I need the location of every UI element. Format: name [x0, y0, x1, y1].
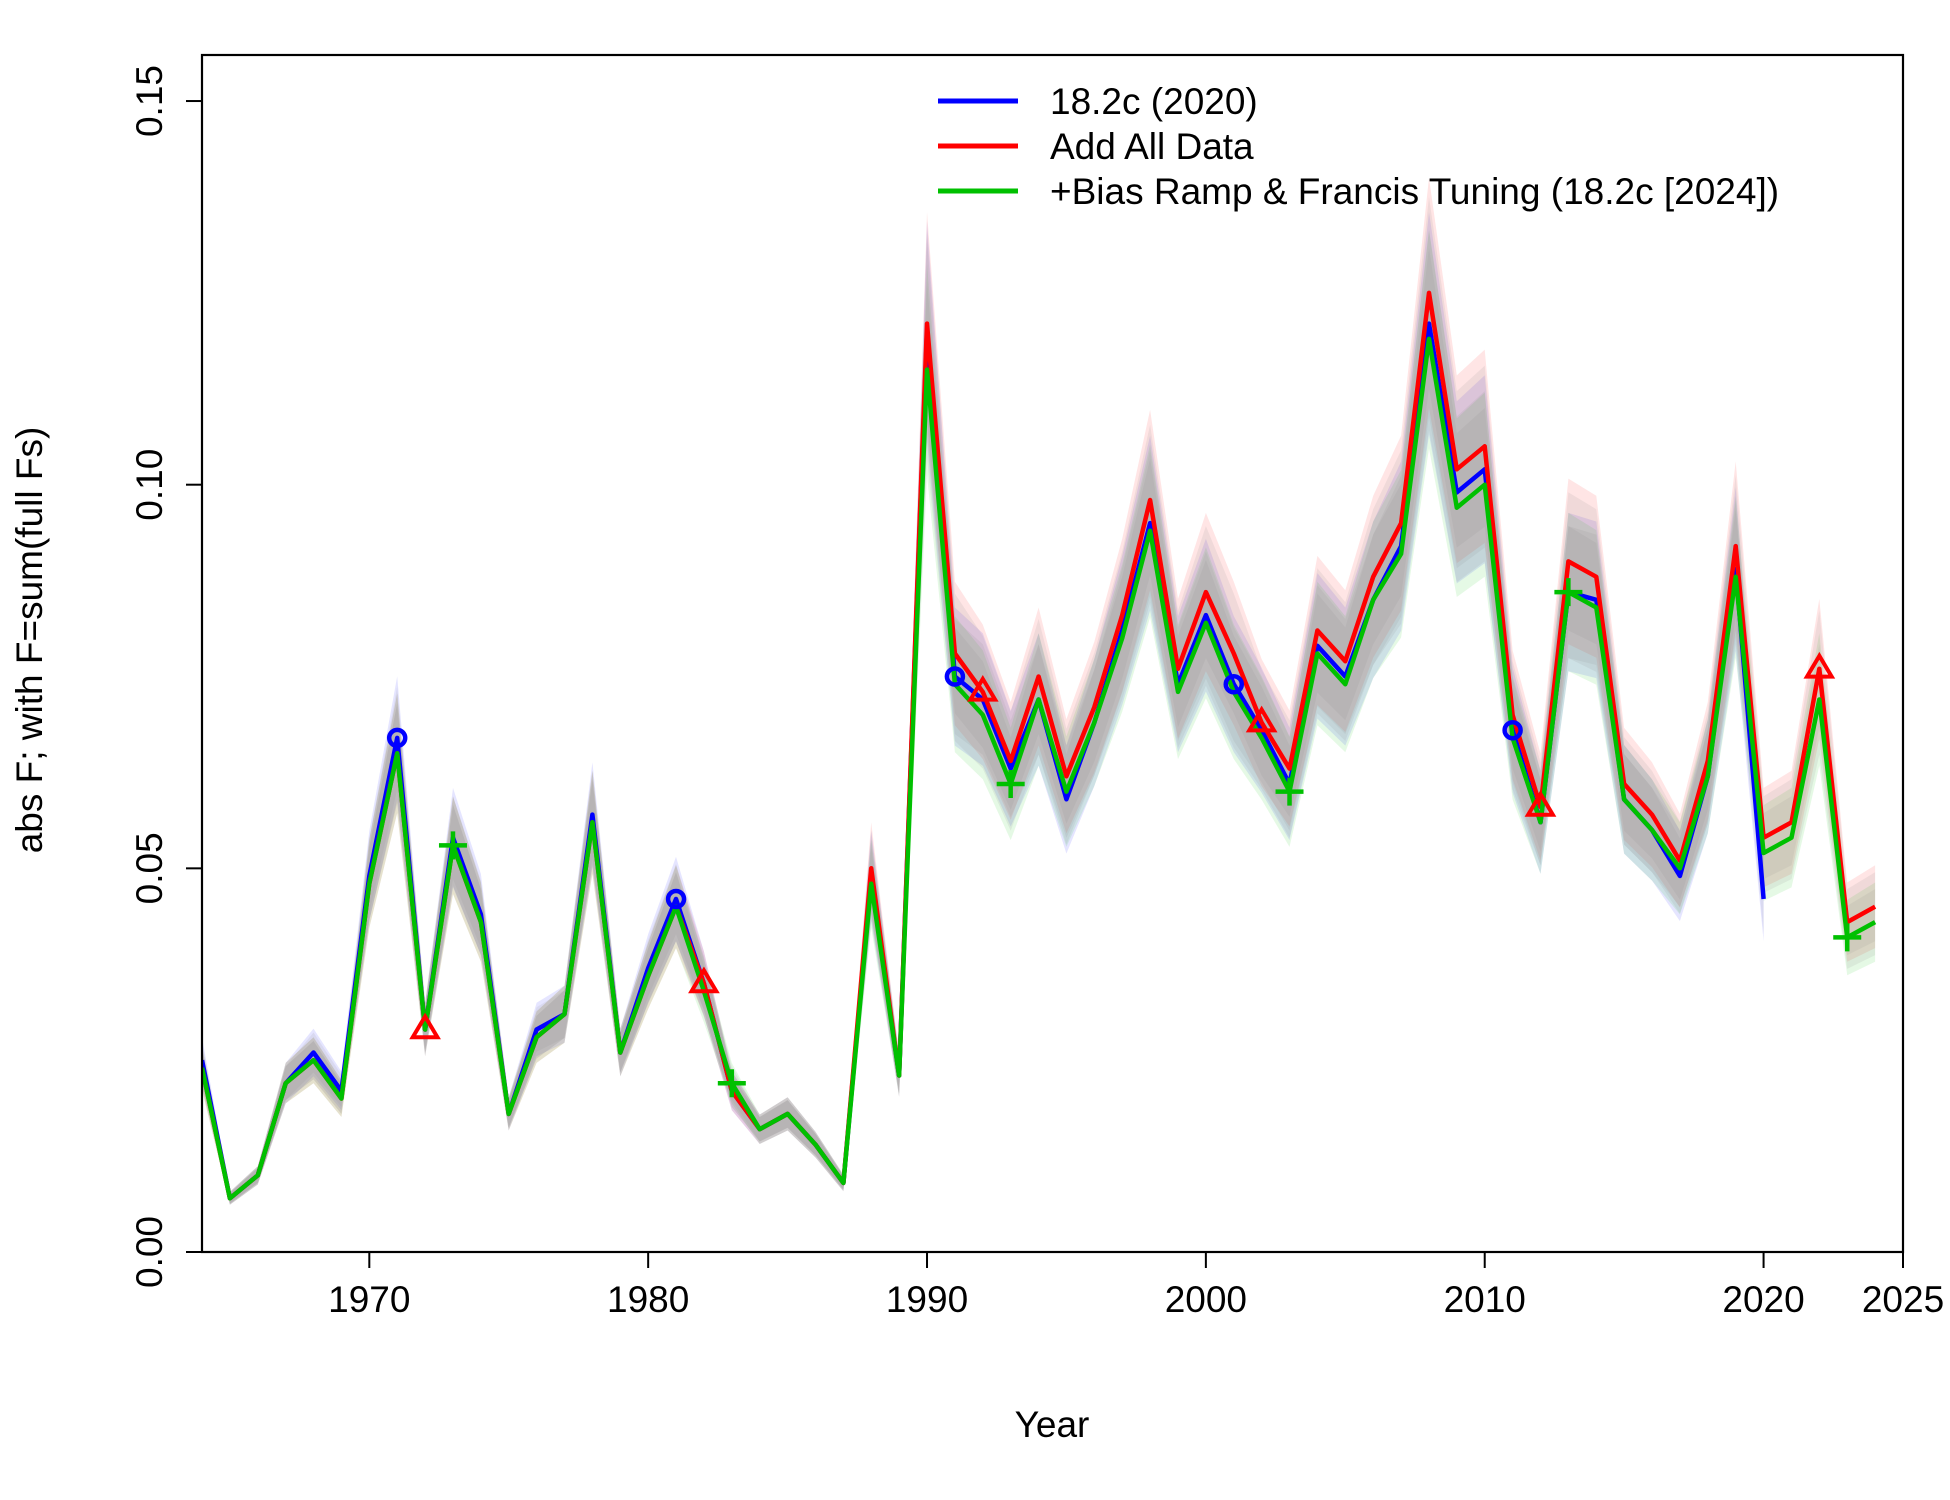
- confidence-band-series-1: [202, 212, 1764, 1205]
- series-3-marker: [1275, 777, 1304, 806]
- x-tick-label: 1970: [328, 1279, 410, 1320]
- x-tick-label: 2025: [1862, 1279, 1944, 1320]
- y-tick-label: 0.00: [129, 1216, 170, 1288]
- confidence-band-series-3: [202, 229, 1876, 1205]
- x-axis-label: Year: [1015, 1404, 1090, 1445]
- x-tick-label: 2020: [1722, 1279, 1804, 1320]
- y-tick-label: 0.15: [129, 65, 170, 137]
- series-3-marker: [1833, 923, 1862, 952]
- legend-label-3: +Bias Ramp & Francis Tuning (18.2c [2024…: [1050, 171, 1779, 212]
- y-tick-label: 0.05: [129, 832, 170, 904]
- x-tick-label: 1980: [607, 1279, 689, 1320]
- series-1-marker: [1223, 673, 1245, 695]
- legend-label-1: 18.2c (2020): [1050, 81, 1258, 122]
- y-axis-label: abs F; with F=sum(full Fs): [9, 427, 50, 854]
- plot-frame: [200, 53, 1905, 1254]
- series-2-marker: [1524, 790, 1557, 817]
- x-tick-label: 2000: [1165, 1279, 1247, 1320]
- series-2-marker: [966, 674, 999, 702]
- series-3-marker: [996, 769, 1025, 798]
- x-tick-label: 1990: [886, 1279, 968, 1320]
- x-tick-label: 2010: [1444, 1279, 1526, 1320]
- series-2-marker: [1803, 651, 1836, 679]
- series-1-marker: [1502, 719, 1523, 741]
- series-2-marker: [409, 1012, 441, 1040]
- confidence-band-series-2: [202, 177, 1876, 1205]
- y-tick-label: 0.10: [129, 449, 170, 521]
- series-3-marker: [438, 831, 467, 860]
- series-3-marker: [1554, 578, 1583, 607]
- x-axis: 1970 1980 1990 2000 2010 2020 2025: [328, 1252, 1944, 1320]
- y-axis: 0.00 0.05 0.10 0.15: [129, 65, 202, 1288]
- legend-label-2: Add All Data: [1050, 126, 1254, 167]
- series-1-marker: [665, 888, 687, 910]
- series-1-marker: [386, 727, 408, 749]
- legend: 18.2c (2020)Add All Data+Bias Ramp & Fra…: [938, 81, 1779, 212]
- series-2-marker: [1245, 705, 1278, 733]
- series-2-marker: [688, 966, 720, 994]
- series-line-3: [202, 336, 1877, 1201]
- series-1-marker: [944, 666, 966, 687]
- series-3-marker: [717, 1069, 746, 1098]
- series-markers: [386, 578, 1862, 1098]
